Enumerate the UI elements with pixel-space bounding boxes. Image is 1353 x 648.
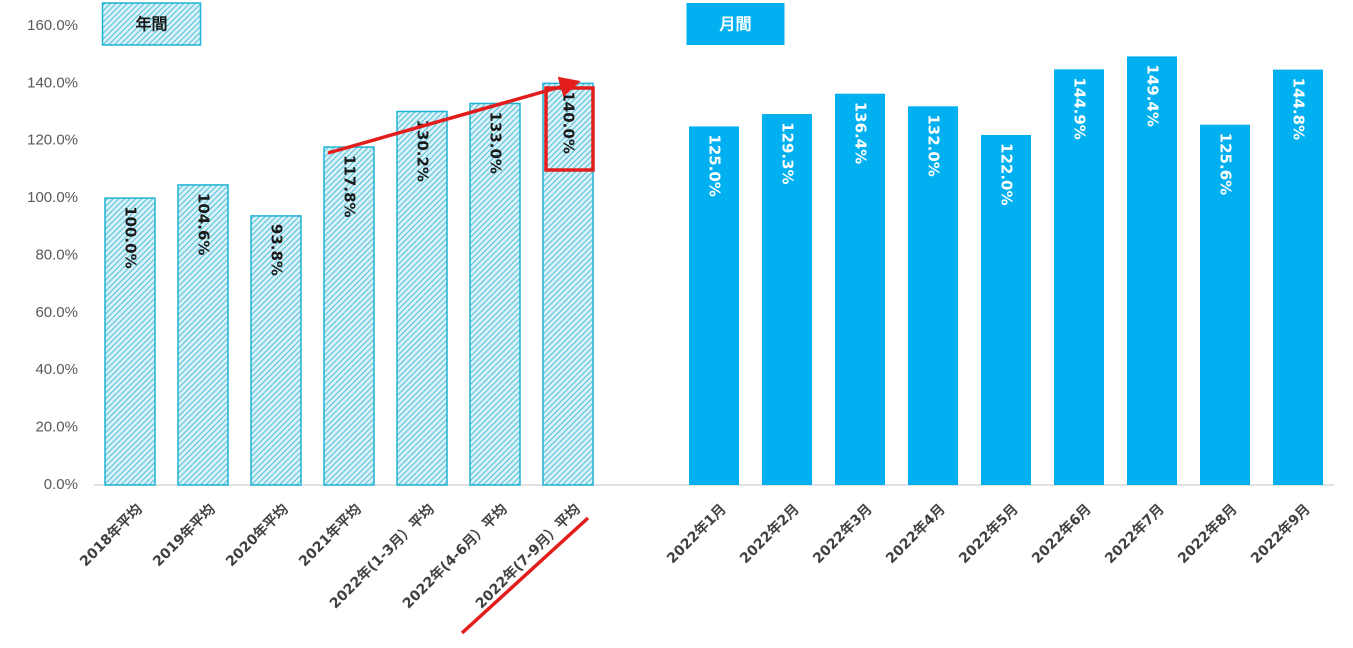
value-label: 129.3%: [779, 122, 797, 184]
x-tick-label: 2022年6月: [1028, 501, 1094, 567]
bar: [1200, 124, 1250, 485]
bar: [689, 126, 739, 485]
highlight-underline: [460, 516, 590, 635]
x-tick-label: 2022年8月: [1174, 501, 1240, 567]
y-tick-label: 100.0%: [27, 189, 78, 206]
annotations: [327, 76, 595, 635]
bar: [542, 82, 594, 486]
plot: 0.0% 20.0% 40.0% 60.0% 80.0% 100.0% 120.0% 140.…: [27, 2, 1335, 612]
x-tick-label: 2022年5月: [955, 501, 1021, 567]
bar: [177, 184, 229, 486]
value-label: 149.4%: [1144, 64, 1162, 126]
x-tick-label: 2022年2月: [736, 501, 802, 567]
y-tick-label: 80.0%: [35, 246, 78, 263]
y-tick-label: 60.0%: [35, 304, 78, 321]
value-label: 130.2%: [414, 119, 432, 181]
value-label: 132.0%: [925, 114, 943, 176]
y-tick-label: 0.0%: [44, 476, 78, 493]
bar: [835, 93, 885, 485]
y-tick-label: 140.0%: [27, 74, 78, 91]
bar: [981, 135, 1031, 485]
bar: [104, 197, 156, 486]
legend-swatch: [101, 2, 202, 46]
y-tick-label: 20.0%: [35, 419, 78, 436]
x-tick-label: 2022年9月: [1247, 501, 1313, 567]
value-label: 140.0%: [560, 91, 578, 153]
value-label: 93.8%: [268, 224, 286, 276]
bar: [250, 215, 302, 486]
bar: [396, 110, 448, 486]
value-label: 104.6%: [195, 193, 213, 255]
value-label: 144.8%: [1290, 78, 1308, 140]
x-tick-label: 2022年4月: [882, 501, 948, 567]
bar: [908, 106, 958, 485]
legend-swatch: [686, 3, 785, 45]
legend-label: 年間: [135, 15, 167, 34]
x-tick-label: 2019年平均: [149, 501, 218, 570]
x-tick-label: 2020年平均: [222, 501, 291, 570]
y-tick-label: 120.0%: [27, 132, 78, 149]
bar: [762, 114, 812, 486]
value-label: 136.4%: [852, 102, 870, 164]
bar: [323, 146, 375, 486]
value-label: 125.6%: [1217, 133, 1235, 195]
bar: [1273, 69, 1323, 485]
bar: [1127, 56, 1177, 485]
value-label: 122.0%: [998, 143, 1016, 205]
value-label: 117.8%: [341, 155, 359, 217]
x-tick-label: 2022年3月: [809, 501, 875, 567]
y-tick-label: 40.0%: [35, 361, 78, 378]
value-label: 100.0%: [122, 206, 140, 268]
legend-label: 月間: [718, 15, 751, 34]
value-label: 125.0%: [706, 134, 724, 196]
value-label: 133.0%: [487, 111, 505, 173]
bar: [1054, 69, 1104, 486]
x-tick-label: 2018年平均: [76, 501, 145, 570]
x-tick-label: 2022年7月: [1101, 501, 1167, 567]
highlight-box: [544, 86, 595, 172]
x-tick-label: 2021年平均: [295, 501, 364, 570]
y-tick-label: 160.0%: [27, 17, 78, 34]
value-label: 144.9%: [1071, 77, 1089, 139]
trend-arrow: [327, 76, 581, 155]
x-tick-label: 2022年1月: [663, 501, 729, 567]
bar: [469, 102, 521, 486]
